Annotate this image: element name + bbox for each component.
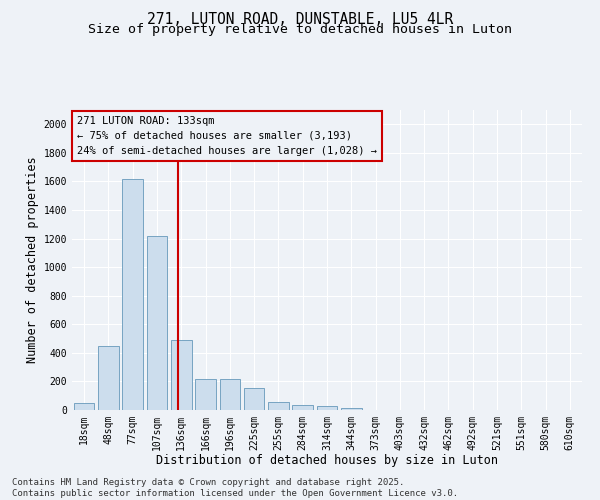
Bar [268,402,289,410]
Bar [244,388,265,410]
Bar [195,380,216,410]
Text: Size of property relative to detached houses in Luton: Size of property relative to detached ho… [88,22,512,36]
Y-axis label: Number of detached properties: Number of detached properties [26,156,40,364]
Text: 271, LUTON ROAD, DUNSTABLE, LU5 4LR: 271, LUTON ROAD, DUNSTABLE, LU5 4LR [147,12,453,28]
Text: Contains HM Land Registry data © Crown copyright and database right 2025.
Contai: Contains HM Land Registry data © Crown c… [12,478,458,498]
Bar [341,408,362,410]
Bar [220,380,240,410]
Bar [98,346,119,410]
Bar [292,405,313,410]
Bar [146,236,167,410]
X-axis label: Distribution of detached houses by size in Luton: Distribution of detached houses by size … [156,454,498,468]
Bar [171,340,191,410]
Text: 271 LUTON ROAD: 133sqm
← 75% of detached houses are smaller (3,193)
24% of semi-: 271 LUTON ROAD: 133sqm ← 75% of detached… [77,116,377,156]
Bar [74,403,94,410]
Bar [317,406,337,410]
Bar [122,178,143,410]
